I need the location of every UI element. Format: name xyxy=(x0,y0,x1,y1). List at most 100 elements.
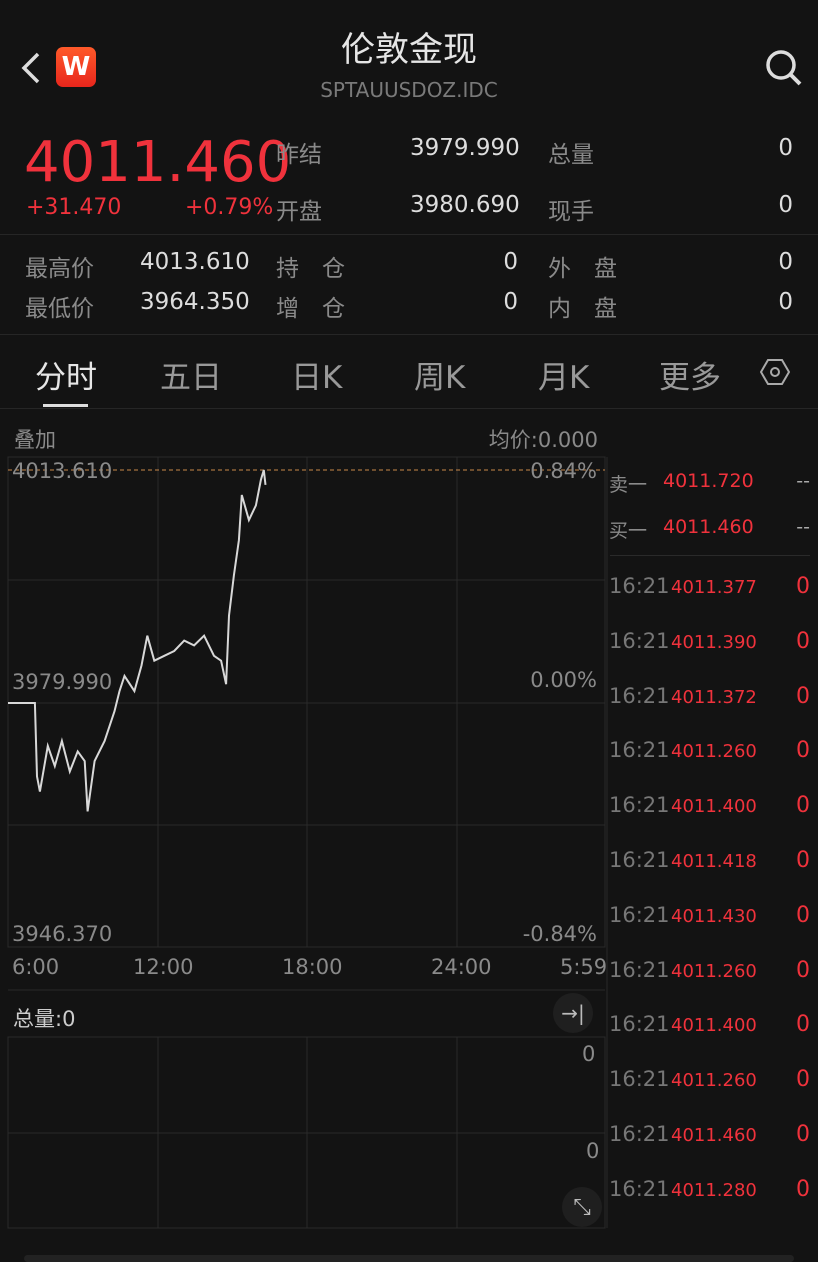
trade-price: 4011.400 xyxy=(671,796,757,818)
app-logo: W xyxy=(56,47,96,87)
y-label-mid: 3979.990 xyxy=(12,670,113,694)
collapse-side-button[interactable]: →| xyxy=(553,993,593,1033)
stat-label: 内 盘 xyxy=(548,296,617,322)
stat-label: 昨结 xyxy=(276,142,322,168)
y-label-bottom: 3946.370 xyxy=(12,922,113,946)
last-price: 4011.460 xyxy=(24,130,292,195)
stat-value: 0 xyxy=(503,289,518,315)
trade-volume: 0 xyxy=(796,1122,810,1147)
trade-price: 4011.280 xyxy=(671,1179,757,1201)
stat-value: 0 xyxy=(778,192,793,218)
trade-time: 16:21 xyxy=(609,1176,670,1201)
trade-price: 4011.377 xyxy=(671,577,757,598)
pct-label-mid: 0.00% xyxy=(530,668,597,692)
trade-time: 16:21 xyxy=(609,683,670,708)
trade-volume: 0 xyxy=(796,902,810,928)
pct-label-bottom: -0.84% xyxy=(522,922,597,946)
page-title: 伦敦金现 xyxy=(341,30,477,70)
tab-item[interactable]: 分时 xyxy=(35,360,97,396)
trade-time: 16:21 xyxy=(609,574,670,598)
trade-price: 4011.418 xyxy=(671,851,757,872)
tab-item[interactable]: 五日 xyxy=(160,360,222,396)
x-tick-label: 5:59 xyxy=(560,955,608,979)
orderbook-label: 卖一 xyxy=(609,474,648,496)
trade-volume: 0 xyxy=(796,1176,810,1202)
back-button[interactable] xyxy=(18,50,44,90)
trade-price: 4011.430 xyxy=(671,905,757,927)
hexagon-settings-icon xyxy=(759,359,791,385)
trade-volume: 0 xyxy=(796,793,810,819)
stat-value: 3979.990 xyxy=(410,135,520,161)
tab-item[interactable]: 周K xyxy=(414,360,466,396)
x-tick-label: 12:00 xyxy=(133,955,194,979)
trade-time: 16:21 xyxy=(609,1067,670,1092)
vol-tick-mid: 0 xyxy=(586,1139,600,1163)
trade-price: 4011.260 xyxy=(671,1070,757,1092)
trade-time: 16:21 xyxy=(609,738,670,763)
trade-time: 16:21 xyxy=(609,628,670,653)
trade-price: 4011.460 xyxy=(671,1125,757,1146)
symbol-code: SPTAUUSDOZ.IDC xyxy=(320,78,498,102)
chart-frame xyxy=(7,456,606,948)
active-tab-indicator xyxy=(43,404,88,407)
stat-value: 3980.690 xyxy=(410,192,520,218)
trade-price: 4011.372 xyxy=(671,686,757,708)
stat-value: 0 xyxy=(503,249,518,275)
stat-label: 增 仓 xyxy=(276,296,345,322)
trade-time: 16:21 xyxy=(609,957,670,982)
search-icon xyxy=(766,50,802,86)
overlay-button[interactable]: 叠加 xyxy=(14,428,56,452)
volume-frame xyxy=(7,1036,606,1229)
orderbook-volume: -- xyxy=(796,470,810,492)
trade-volume: 0 xyxy=(796,1012,810,1038)
trade-volume: 0 xyxy=(796,574,810,599)
trade-volume: 0 xyxy=(796,628,810,654)
trade-time: 16:21 xyxy=(609,1122,670,1146)
orderbook-label: 买一 xyxy=(609,520,648,542)
x-tick-label: 6:00 xyxy=(12,955,60,979)
search-button[interactable] xyxy=(764,48,804,92)
stat-value: 0 xyxy=(778,135,793,161)
trade-volume: 0 xyxy=(796,957,810,983)
avg-price-label: 均价:0.000 xyxy=(488,428,598,452)
stat-value: 0 xyxy=(778,249,793,275)
stat-label: 持 仓 xyxy=(276,256,345,282)
chevron-left-icon xyxy=(21,52,40,84)
stat-value: 4013.610 xyxy=(140,249,250,275)
stat-label: 最低价 xyxy=(25,296,94,322)
trade-volume: 0 xyxy=(796,738,810,764)
stat-label: 现手 xyxy=(548,199,594,225)
price-change: +31.470 xyxy=(26,195,122,220)
stat-label: 最高价 xyxy=(25,256,94,282)
trade-time: 16:21 xyxy=(609,1012,670,1037)
trade-time: 16:21 xyxy=(609,793,670,818)
trade-volume: 0 xyxy=(796,683,810,709)
expand-icon: ⤡ xyxy=(573,1194,591,1220)
trade-price: 4011.260 xyxy=(671,960,757,982)
orderbook-price: 4011.720 xyxy=(663,470,754,492)
tab-item[interactable]: 日K xyxy=(291,360,343,396)
pct-label-top: 0.84% xyxy=(530,459,597,483)
price-change-pct: +0.79% xyxy=(185,195,274,220)
stat-label: 开盘 xyxy=(276,199,322,225)
volume-label: 总量:0 xyxy=(13,1007,76,1031)
settings-button[interactable] xyxy=(759,357,791,391)
trade-volume: 0 xyxy=(796,1067,810,1093)
stat-value: 3964.350 xyxy=(140,289,250,315)
price-line xyxy=(8,469,267,812)
fullscreen-button[interactable]: ⤡ xyxy=(562,1187,602,1227)
trade-volume: 0 xyxy=(796,848,810,873)
stat-label: 总量 xyxy=(548,142,594,168)
vol-tick-top: 0 xyxy=(582,1042,596,1066)
trade-price: 4011.260 xyxy=(671,741,757,763)
stat-label: 外 盘 xyxy=(548,256,617,282)
tab-item[interactable]: 月K xyxy=(538,360,590,396)
x-tick-label: 18:00 xyxy=(282,955,343,979)
tab-item[interactable]: 更多 xyxy=(659,360,721,396)
trade-time: 16:21 xyxy=(609,902,670,927)
x-tick-label: 24:00 xyxy=(431,955,492,979)
y-label-top: 4013.610 xyxy=(12,459,113,483)
trade-price: 4011.390 xyxy=(671,631,757,653)
arrow-right-bar-icon: →| xyxy=(561,1001,585,1025)
orderbook-volume: -- xyxy=(796,516,810,538)
